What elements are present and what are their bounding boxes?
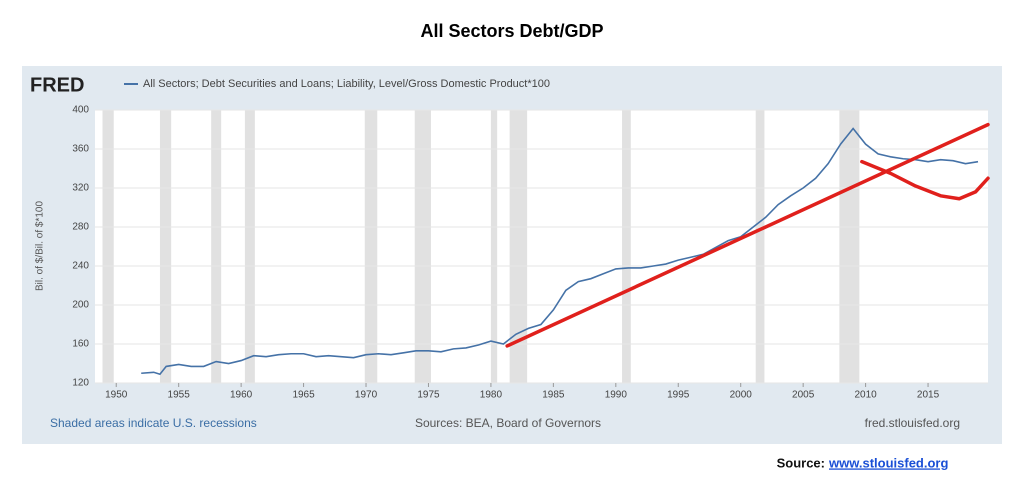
x-tick-label: 1975 (417, 390, 440, 401)
footer-sources: Sources: BEA, Board of Governors (415, 416, 601, 430)
y-tick-label: 120 (72, 378, 89, 389)
recession-band (839, 110, 860, 383)
recession-band (509, 110, 528, 383)
footer-url: fred.stlouisfed.org (865, 416, 960, 430)
y-tick-label: 240 (72, 261, 89, 272)
y-tick-label: 200 (72, 300, 89, 311)
plot-area (95, 110, 988, 383)
x-tick-label: 1980 (480, 390, 503, 401)
source-label: Source: (777, 455, 825, 470)
recession-band (755, 110, 765, 383)
data-line (141, 127, 979, 376)
recession-band (490, 110, 498, 383)
y-tick-label: 360 (72, 144, 89, 155)
y-axis-label: Bil. of $/Bil. of $*100 (35, 201, 46, 291)
recession-band (364, 110, 378, 383)
x-tick-label: 1960 (230, 390, 253, 401)
y-tick-label: 280 (72, 222, 89, 233)
x-tick-label: 1950 (105, 390, 128, 401)
x-tick-label: 2005 (792, 390, 815, 401)
legend-label: All Sectors; Debt Securities and Loans; … (143, 78, 550, 90)
recession-band (244, 110, 255, 383)
footer-note: Shaded areas indicate U.S. recessions (50, 416, 257, 430)
x-tick-label: 2000 (730, 390, 753, 401)
annotation-line (860, 159, 990, 201)
annotation-line (505, 122, 990, 348)
x-tick-label: 1955 (168, 390, 191, 401)
source-link[interactable]: www.stlouisfed.org (828, 455, 948, 470)
x-tick-label: 1970 (355, 390, 378, 401)
y-tick-label: 400 (72, 105, 89, 116)
x-tick-label: 1990 (605, 390, 628, 401)
fred-logo: FRED (30, 74, 84, 96)
page-title: All Sectors Debt/GDP (420, 21, 603, 41)
x-tick-label: 2015 (917, 390, 940, 401)
recession-band (414, 110, 431, 383)
x-tick-label: 1985 (542, 390, 565, 401)
x-tick-label: 1995 (667, 390, 690, 401)
x-tick-label: 1965 (292, 390, 315, 401)
recession-band (211, 110, 222, 383)
recession-band (622, 110, 631, 383)
recession-band (102, 110, 114, 383)
recession-band (159, 110, 172, 383)
y-tick-label: 160 (72, 339, 89, 350)
y-tick-label: 320 (72, 183, 89, 194)
x-tick-label: 2010 (854, 390, 877, 401)
